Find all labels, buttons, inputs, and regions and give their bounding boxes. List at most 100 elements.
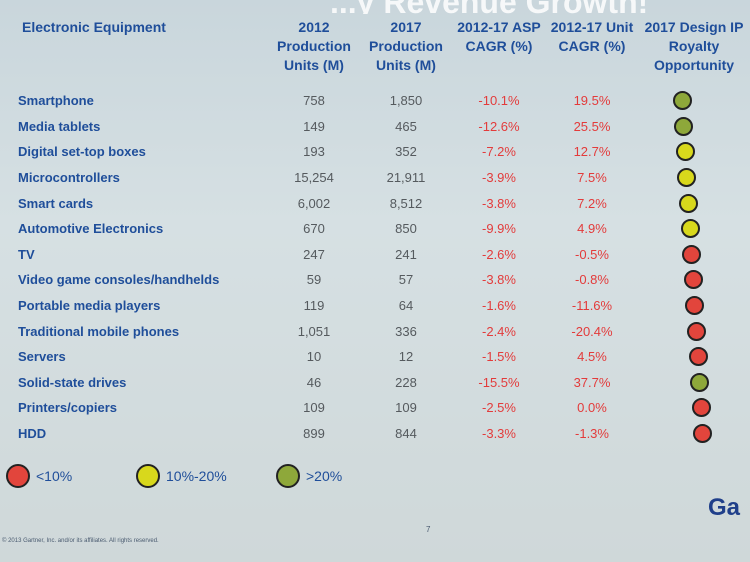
prod-2012-value: 46 <box>306 374 322 390</box>
royalty-indicator <box>638 216 750 242</box>
slide-title: ...y Revenue Growth! <box>330 0 750 14</box>
royalty-indicator <box>638 165 750 191</box>
royalty-indicator <box>638 190 750 216</box>
unit-cagr-value: -0.5% <box>575 246 609 262</box>
table-row: Solid-state drives 46 228 -15.5% 37.7% <box>14 370 750 396</box>
unit-cagr-value: 37.7% <box>573 374 611 390</box>
prod-2017-value: 465 <box>395 118 417 134</box>
royalty-indicator <box>638 421 750 447</box>
prod-2012-value: 6,002 <box>297 195 331 211</box>
header-unit-cagr: 2012-17 Unit CAGR (%) <box>550 19 634 54</box>
table-row: Smart cards 6,002 8,512 -3.8% 7.2% <box>14 190 750 216</box>
equipment-name: Solid-state drives <box>18 374 127 390</box>
asp-cagr-value: -10.1% <box>478 93 520 109</box>
unit-cagr-value: 7.2% <box>577 195 607 211</box>
table-row: Printers/copiers 109 109 -2.5% 0.0% <box>14 395 750 421</box>
red-circle-icon <box>683 270 703 290</box>
table-row: Video game consoles/handhelds 59 57 -3.8% -0… <box>14 267 750 293</box>
prod-2017-value: 336 <box>395 323 417 339</box>
prod-2012-value: 247 <box>303 246 325 262</box>
royalty-indicator <box>638 395 750 421</box>
table-row: TV 247 241 -2.6% -0.5% <box>14 242 750 268</box>
red-circle-icon <box>686 321 706 341</box>
prod-2017-value: 844 <box>395 426 417 442</box>
prod-2017-value: 12 <box>398 349 414 365</box>
asp-cagr-value: -1.5% <box>482 349 516 365</box>
unit-cagr-value: 0.0% <box>577 400 607 416</box>
royalty-indicator <box>638 344 750 370</box>
header-prod-2017: 2017 Production Units (M) <box>369 19 443 73</box>
royalty-indicator <box>638 318 750 344</box>
unit-cagr-value: 4.9% <box>577 221 607 237</box>
asp-cagr-value: -3.9% <box>482 170 516 186</box>
prod-2017-value: 8,512 <box>389 195 423 211</box>
green-circle-icon <box>690 372 710 392</box>
brand-logo: Ga <box>708 494 741 521</box>
equipment-name: Automotive Electronics <box>18 221 164 237</box>
yellow-circle-icon <box>675 142 695 162</box>
table-row: Media tablets 149 465 -12.6% 25.5% <box>14 114 750 140</box>
prod-2012-value: 119 <box>303 298 325 314</box>
unit-cagr-value: -1.3% <box>575 426 609 442</box>
red-circle-icon <box>693 424 713 444</box>
header-asp-cagr: 2012-17 ASP CAGR (%) <box>457 19 541 54</box>
equipment-name: Printers/copiers <box>18 400 117 416</box>
legend: <10% 10%-20% >20% <box>6 464 526 498</box>
royalty-indicator <box>638 267 750 293</box>
legend-label: 10%-20% <box>166 468 227 484</box>
prod-2012-value: 899 <box>303 426 325 442</box>
prod-2012-value: 149 <box>303 118 325 134</box>
legend-item-low: <10% <box>6 464 72 488</box>
prod-2017-value: 850 <box>395 221 417 237</box>
yellow-circle-icon <box>680 219 700 239</box>
header-equipment: Electronic Equipment <box>22 19 166 35</box>
equipment-name: Smart cards <box>18 195 94 211</box>
page-number: 7 <box>426 525 431 534</box>
unit-cagr-value: 12.7% <box>573 144 611 160</box>
royalty-indicator <box>638 242 750 268</box>
asp-cagr-value: -2.6% <box>482 246 516 262</box>
asp-cagr-value: -2.4% <box>482 323 516 339</box>
prod-2017-value: 352 <box>395 144 417 160</box>
table-row: Digital set-top boxes 193 352 -7.2% 12.7% <box>14 139 750 165</box>
royalty-indicator <box>638 88 750 114</box>
royalty-indicator <box>638 293 750 319</box>
header-row: Electronic Equipment 2012 Production Uni… <box>14 18 750 88</box>
prod-2012-value: 193 <box>303 144 325 160</box>
prod-2017-value: 1,850 <box>389 93 423 109</box>
prod-2012-value: 670 <box>303 221 325 237</box>
equipment-name: Media tablets <box>18 118 101 134</box>
yellow-circle-icon <box>678 193 698 213</box>
yellow-circle-icon <box>136 464 160 488</box>
asp-cagr-value: -12.6% <box>478 118 520 134</box>
prod-2012-value: 109 <box>303 400 325 416</box>
yellow-circle-icon <box>677 168 697 188</box>
red-circle-icon <box>685 296 705 316</box>
royalty-indicator <box>638 370 750 396</box>
prod-2017-value: 228 <box>395 374 417 390</box>
equipment-name: Portable media players <box>18 298 161 314</box>
red-circle-icon <box>688 347 708 367</box>
header-royalty: 2017 Design IP Royalty Opportunity <box>644 19 744 73</box>
equipment-name: HDD <box>18 426 47 442</box>
unit-cagr-value: -0.8% <box>575 272 609 288</box>
table-body: Smartphone 758 1,850 -10.1% 19.5% Media table… <box>14 88 750 446</box>
asp-cagr-value: -1.6% <box>482 298 516 314</box>
unit-cagr-value: 19.5% <box>573 93 611 109</box>
legend-label: >20% <box>306 468 343 484</box>
unit-cagr-value: 7.5% <box>577 170 607 186</box>
equipment-name: Microcontrollers <box>18 170 120 186</box>
table-row: Portable media players 119 64 -1.6% -11.6% <box>14 293 750 319</box>
unit-cagr-value: -20.4% <box>571 323 613 339</box>
legend-item-high: >20% <box>276 464 342 488</box>
royalty-indicator <box>638 139 750 165</box>
asp-cagr-value: -7.2% <box>482 144 516 160</box>
asp-cagr-value: -3.3% <box>482 426 516 442</box>
prod-2012-value: 15,254 <box>294 170 334 186</box>
red-circle-icon <box>6 464 30 488</box>
equipment-name: TV <box>18 246 35 262</box>
red-circle-icon <box>682 244 702 264</box>
asp-cagr-value: -3.8% <box>482 272 516 288</box>
asp-cagr-value: -9.9% <box>482 221 516 237</box>
equipment-name: Video game consoles/handhelds <box>18 272 220 288</box>
